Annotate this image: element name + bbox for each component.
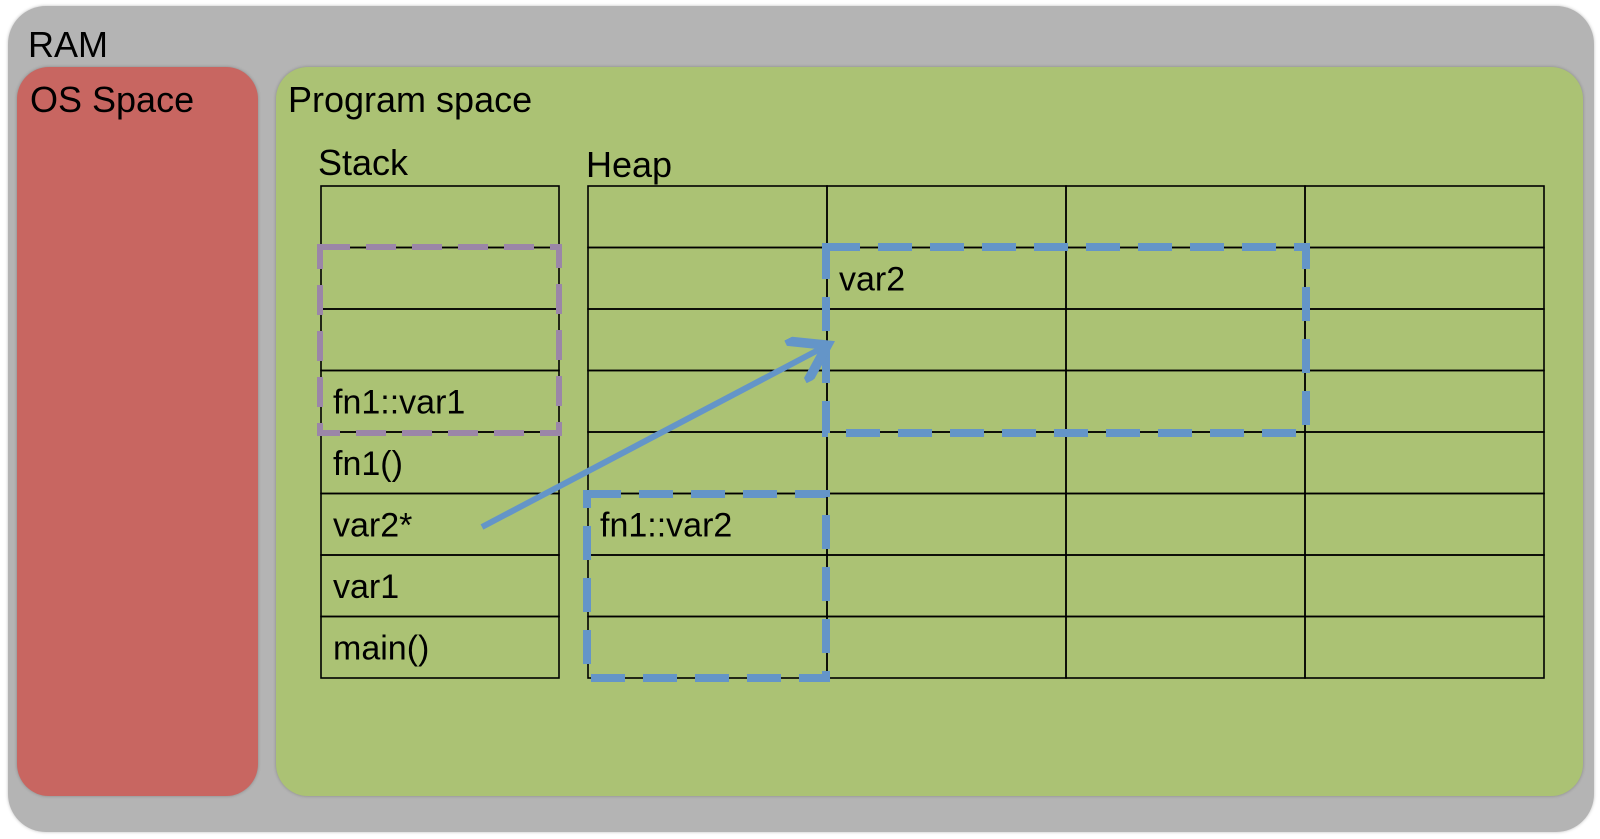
os-space-region: OS Space [17,67,258,796]
ram-label: RAM [28,24,108,65]
heap-label: Heap [586,144,673,185]
stack-label: Stack [318,142,409,183]
program-space-region: Program space [276,67,1583,796]
program-space-label: Program space [288,79,533,120]
os-space-label: OS Space [30,79,195,120]
